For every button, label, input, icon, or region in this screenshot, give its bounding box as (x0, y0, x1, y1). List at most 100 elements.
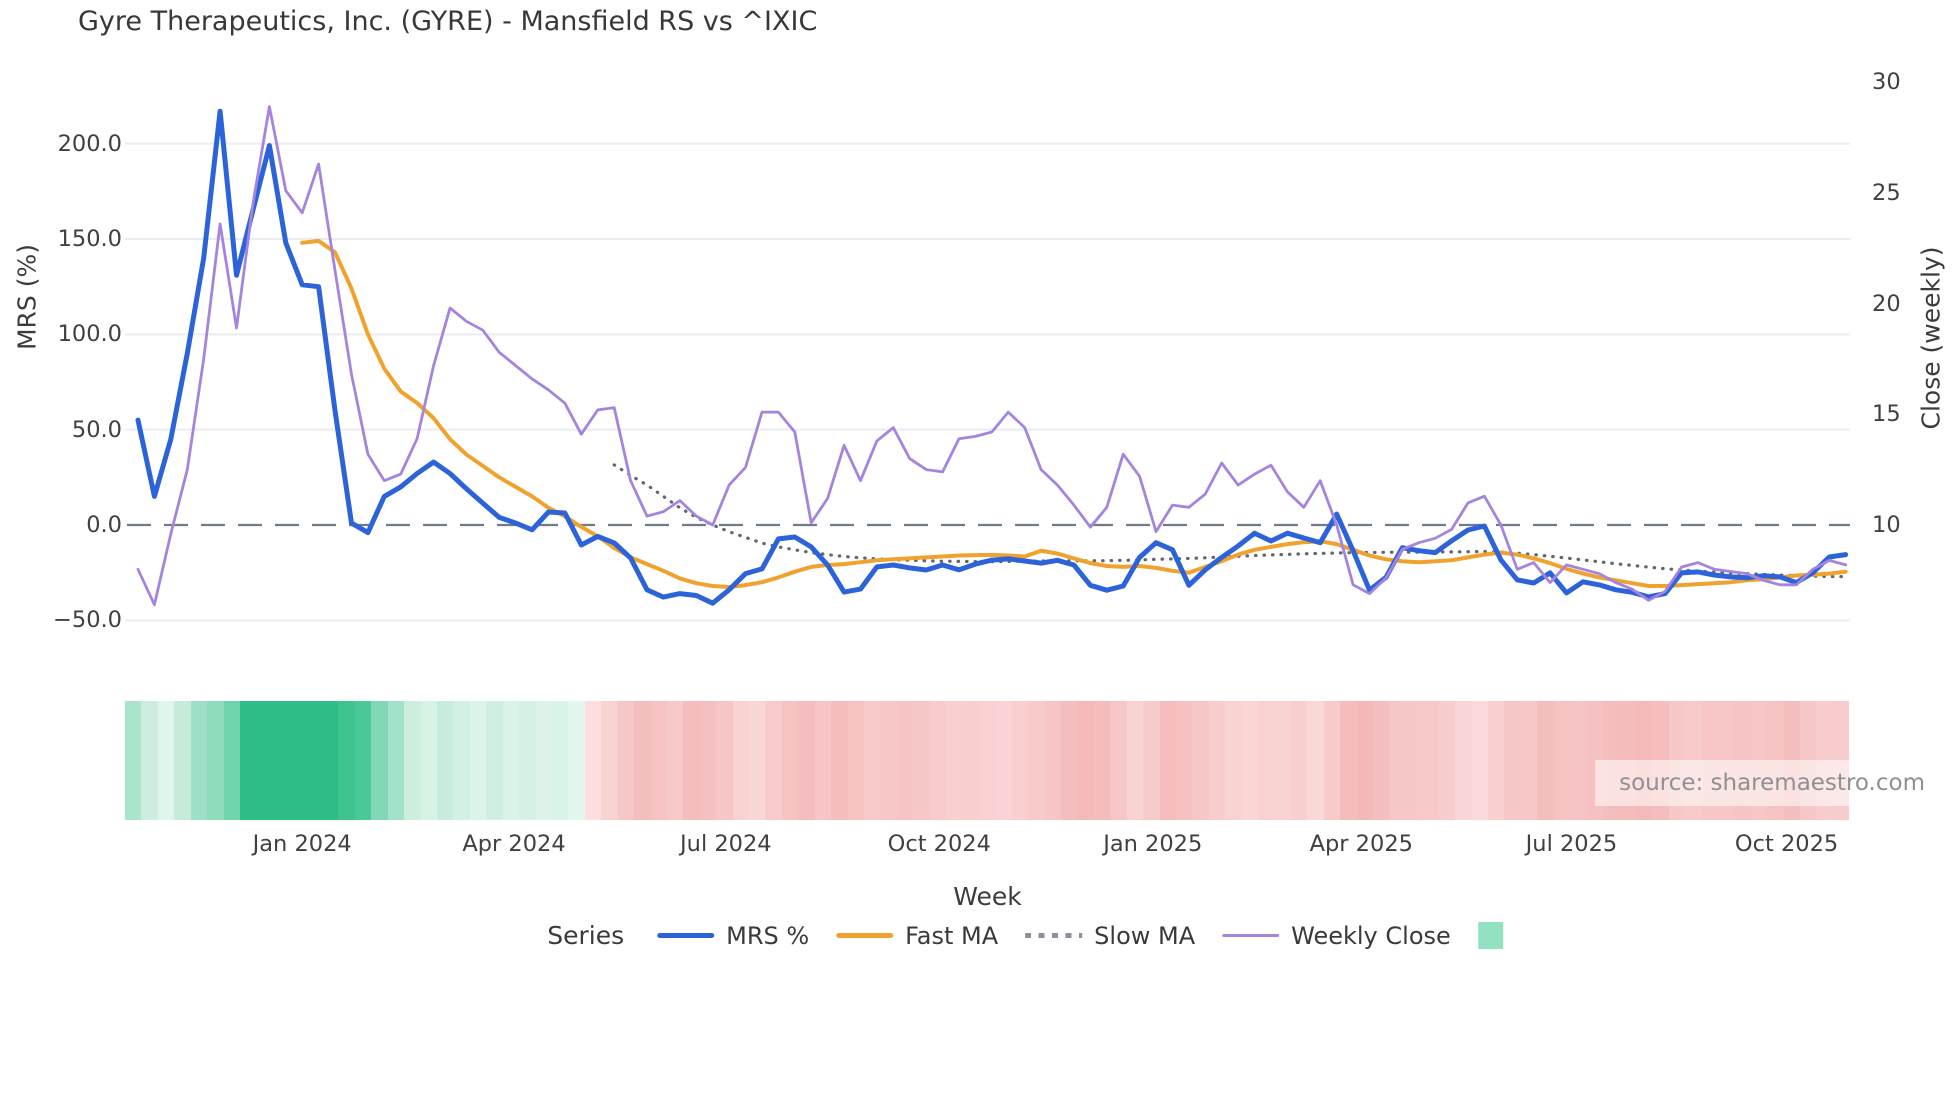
heatmap-cell (1290, 701, 1308, 820)
heatmap-cell (863, 701, 881, 820)
legend-item-label: Weekly Close (1291, 921, 1451, 950)
x-tick: Oct 2025 (1734, 831, 1839, 857)
heatmap-cell (404, 701, 421, 820)
heatmap-cell (1438, 701, 1456, 820)
heatmap-cell (1356, 701, 1374, 820)
heatmap-cell (568, 701, 585, 820)
x-tick: Jul 2024 (680, 831, 772, 857)
heatmap-cell (174, 701, 191, 820)
trend-heatmap-strip (125, 701, 1850, 820)
heatmap-cell (486, 701, 503, 820)
heatmap-cell (437, 701, 454, 820)
heatmap-cell (305, 701, 323, 820)
heatmap-cell (683, 701, 700, 820)
heatmap-cell (1192, 701, 1209, 820)
x-tick: Jan 2025 (1103, 831, 1203, 857)
heatmap-cell (650, 701, 667, 820)
heatmap-cell (1258, 701, 1275, 820)
heatmap-cell (716, 701, 733, 820)
heatmap-cell (1274, 701, 1291, 820)
heatmap-cell (913, 701, 930, 820)
heatmap-cell (519, 701, 536, 820)
heatmap-cell (1225, 701, 1242, 820)
heatmap-cell (962, 701, 979, 820)
heatmap-cell (387, 701, 405, 820)
y-left-tick: 150.0 (57, 225, 122, 252)
heatmap-cell (239, 701, 257, 820)
mrs-line-swatch-icon (657, 933, 715, 938)
y-left-tick: 200.0 (57, 130, 122, 157)
heatmap-cell (1093, 701, 1111, 820)
heatmap-cell (157, 701, 175, 820)
heatmap-cell (601, 701, 618, 820)
heatmap-cell (1143, 701, 1160, 820)
heatmap-cell (1570, 701, 1587, 820)
heatmap-cell (814, 701, 832, 820)
heatmap-cell (978, 701, 996, 820)
legend-item-mrs: MRS % (657, 922, 809, 950)
heatmap-cell (584, 701, 602, 820)
y-left-tick: 0.0 (86, 512, 122, 538)
heatmap-cell (1241, 701, 1259, 820)
heatmap-cell (1373, 701, 1390, 820)
heatmap-cell (190, 701, 208, 820)
heatmap-cell (847, 701, 864, 820)
heatmap-cell (453, 701, 470, 820)
legend: Series MRS % Fast MA Slow MA Weekly Clos… (547, 921, 1503, 950)
x-tick: Jan 2024 (252, 831, 352, 857)
heatmap-cell (125, 701, 142, 820)
heatmap-cell (1044, 701, 1062, 820)
heatmap-cell (666, 701, 684, 820)
heatmap-cell (617, 701, 635, 820)
source-watermark: source: sharemaestro.com (1595, 760, 1935, 806)
y-right-tick: 10 (1872, 512, 1901, 538)
heatmap-cell (1176, 701, 1193, 820)
heatmap-cell (1011, 701, 1029, 820)
legend-item-label: Fast MA (905, 921, 999, 950)
heatmap-cell (1537, 701, 1554, 820)
heatmap-cell (1159, 701, 1176, 820)
heatmap-cell (1061, 701, 1078, 820)
heatmap-cell (781, 701, 799, 820)
heatmap-cell (272, 701, 290, 820)
y-left-tick: −50.0 (53, 607, 122, 634)
heatmap-cell (322, 701, 339, 820)
x-tick: Jul 2025 (1525, 831, 1618, 857)
y-left-tick: 50.0 (71, 416, 122, 443)
y-right-tick: 30 (1872, 69, 1901, 96)
heatmap-cell (896, 701, 914, 820)
heatmap-cell (831, 701, 848, 820)
heatmap-cell (1504, 701, 1521, 820)
heatmap-cell (1323, 701, 1341, 820)
heatmap-cell (420, 701, 438, 820)
heatmap-cell (338, 701, 355, 820)
heatmap-cell (699, 701, 717, 820)
legend-title: Series (547, 921, 625, 950)
heatmap-cell (371, 701, 388, 820)
heatmap-cell (929, 701, 947, 820)
x-axis-label: Week (953, 882, 1022, 911)
heatmap-cell (765, 701, 782, 820)
heatmap-swatch-icon (1477, 922, 1503, 949)
heatmap-cell (798, 701, 815, 820)
heatmap-cell (1389, 701, 1406, 820)
heatmap-cell (1077, 701, 1094, 820)
heatmap-cell (289, 701, 306, 820)
heatmap-cell (946, 701, 963, 820)
legend-item-label: MRS % (726, 921, 810, 950)
legend-item-label: Slow MA (1094, 921, 1196, 950)
legend-item-weekly-close: Weekly Close (1222, 922, 1451, 950)
y-right-tick: 15 (1872, 401, 1901, 428)
heatmap-cell (1340, 701, 1357, 820)
x-tick: Apr 2024 (462, 831, 566, 857)
heatmap-cell (551, 701, 569, 820)
heatmap-cell (1422, 701, 1439, 820)
legend-item-fast-ma: Fast MA (836, 922, 998, 950)
heatmap-cell (1471, 701, 1489, 820)
heatmap-cell (502, 701, 520, 820)
y-right-tick: 25 (1872, 179, 1901, 206)
y-left-tick: 100.0 (57, 321, 122, 348)
heatmap-cell (880, 701, 897, 820)
heatmap-cell (1553, 701, 1571, 820)
heatmap-cell (141, 701, 158, 820)
